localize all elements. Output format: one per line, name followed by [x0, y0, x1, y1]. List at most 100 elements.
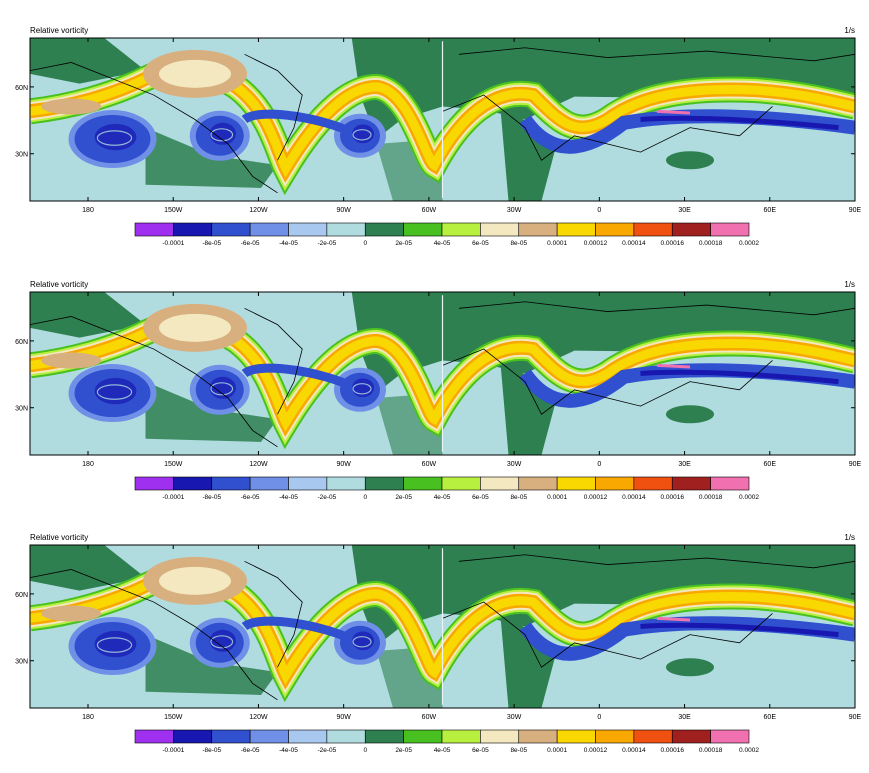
colorbar-label: 0 [363, 240, 367, 247]
colorbar-swatch [249, 476, 289, 491]
colorbar-swatch [441, 476, 481, 491]
alaska-green-field [30, 545, 146, 591]
trough-asia [519, 616, 855, 661]
colorbar-swatch [633, 222, 673, 237]
coastline-americas-west [30, 316, 278, 448]
colorbar-label: 0.00016 [661, 494, 685, 501]
panel-title: Relative vorticity [30, 533, 88, 542]
colorbar-swatch [671, 476, 711, 491]
x-tick-label: 150W [164, 461, 183, 468]
colorbar-swatch [134, 476, 174, 491]
colorbar-swatch [364, 476, 404, 491]
trough-asia [519, 363, 855, 408]
north-green-field [351, 38, 855, 140]
colorbar-swatch [633, 729, 673, 744]
colorbar-label: 0.0001 [547, 494, 567, 501]
colorbar-swatch [249, 729, 289, 744]
map-area [30, 545, 855, 708]
x-tick-label: 90E [849, 714, 862, 721]
colorbar-swatch [249, 222, 289, 237]
colorbar-label: 2e-05 [395, 494, 412, 501]
colorbar-label: -6e-05 [241, 494, 260, 501]
colorbar-swatch [480, 222, 520, 237]
colorbar-label: 0.0001 [547, 240, 567, 247]
x-tick-label: 30E [678, 714, 691, 721]
magenta-streak [656, 109, 691, 115]
trough-asia [519, 109, 855, 154]
colorbar-label: -2e-05 [317, 494, 336, 501]
x-tick-label: 90E [849, 461, 862, 468]
colorbar: -0.0001 -8e-05 -6e-05 -4e-05 -2e-05 0 2e-05 4e-… [134, 476, 759, 501]
y-tick-label: 30N [15, 406, 28, 413]
colorbar-label: -4e-05 [279, 747, 298, 754]
colorbar-label: -6e-05 [241, 240, 260, 247]
colorbar-label: 0.0002 [739, 494, 759, 501]
x-tick-label: 0 [597, 207, 601, 214]
colorbar-label: -2e-05 [317, 240, 336, 247]
x-tick-label: 30E [678, 461, 691, 468]
colorbar-label: 0.00014 [622, 747, 646, 754]
colorbar-label: -0.0001 [162, 240, 184, 247]
colorbar-label: 0.00018 [699, 240, 723, 247]
coastline-arctic [458, 301, 855, 316]
colorbar-swatch [480, 729, 520, 744]
colorbar-label: 0.00012 [584, 494, 608, 501]
x-tick-label: 30W [507, 207, 522, 214]
x-tick-label: 180 [82, 207, 94, 214]
x-tick-label: 30W [507, 714, 522, 721]
map-frame [29, 37, 856, 202]
magenta-streak [656, 363, 691, 369]
ridge-pacific [41, 352, 102, 369]
colorbar-swatch [441, 222, 481, 237]
magenta-streak [656, 616, 691, 622]
colorbar-swatch [288, 476, 328, 491]
colorbar-swatch [288, 222, 328, 237]
colorbar-label: 6e-05 [472, 240, 489, 247]
colorbar-label: 0 [363, 494, 367, 501]
trough-asia-core [640, 115, 839, 131]
panel-units: 1/s [844, 280, 855, 289]
x-tick-label: 30W [507, 461, 522, 468]
vortex-pacific-core [94, 377, 137, 405]
colorbar-swatch [364, 729, 404, 744]
colorbar-label: -4e-05 [279, 240, 298, 247]
colorbar-swatch [518, 729, 558, 744]
colorbar-label: 8e-05 [510, 240, 527, 247]
colorbar-swatch [595, 729, 635, 744]
panel-1: Relative vorticity 1/s 180 150W 120W 90W 60W 30… [15, 26, 861, 247]
colorbar-swatch [364, 222, 404, 237]
x-tick-label: 90E [849, 207, 862, 214]
x-tick-label: 60E [764, 207, 777, 214]
coastline-americas-east [244, 53, 303, 161]
y-tick-label: 60N [15, 85, 28, 92]
vortex-pacific-core [94, 630, 137, 658]
colorbar-swatch [710, 476, 750, 491]
x-tick-label: 60W [422, 461, 437, 468]
colorbar-swatch [595, 222, 635, 237]
coastline-eurasia [442, 94, 773, 161]
trough-canada [241, 616, 354, 644]
colorbar-swatch [556, 476, 596, 491]
vortex-pacific-swirl [96, 637, 133, 653]
x-tick-label: 90W [336, 714, 351, 721]
map-area [30, 38, 855, 201]
arabia-green-field [500, 360, 558, 455]
coastline-arctic [458, 47, 855, 62]
coastline-americas-east [244, 560, 303, 668]
colorbar-swatch [480, 476, 520, 491]
coastline-arctic [458, 554, 855, 569]
colorbar-swatch [518, 222, 558, 237]
ridge-pacific [41, 98, 102, 115]
x-tick-label: 60E [764, 461, 777, 468]
colorbar-swatch [326, 729, 366, 744]
colorbar-label: 6e-05 [472, 747, 489, 754]
colorbar-label: 0.00012 [584, 240, 608, 247]
colorbar-swatch [633, 476, 673, 491]
trough-asia-core [640, 622, 839, 638]
alaska-green-field [30, 292, 146, 338]
x-tick-label: 30E [678, 207, 691, 214]
colorbar-swatch [326, 476, 366, 491]
colorbar-swatch [671, 222, 711, 237]
colorbar-label: 0 [363, 747, 367, 754]
